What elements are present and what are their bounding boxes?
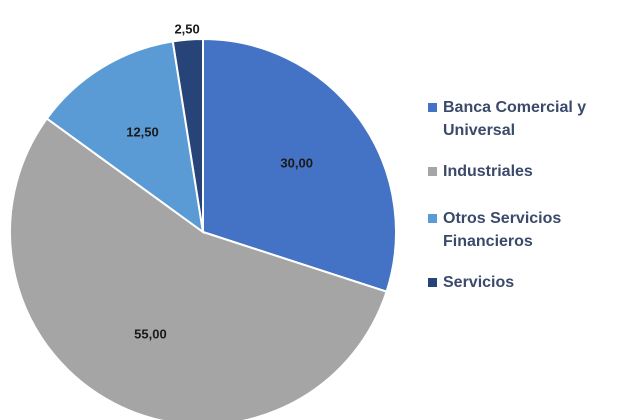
pie-slice: [45, 40, 205, 235]
legend-swatch: [428, 214, 437, 223]
legend-item: Servicios: [428, 271, 628, 294]
legend-label: Industriales: [443, 163, 533, 180]
chart: 30,00 55,00 12,50 2,50: [9, 21, 397, 420]
data-label: 12,50: [126, 125, 159, 140]
pie-slice: [171, 37, 204, 233]
legend-item: Industriales: [428, 160, 628, 183]
legend-swatch: [428, 278, 437, 287]
legend-label: Otros Servicios Financieros: [443, 210, 562, 250]
legend-swatch: [428, 103, 437, 112]
data-label: 2,50: [174, 21, 199, 36]
data-label: 55,00: [134, 327, 167, 342]
legend-item: Banca Comercial y Universal: [428, 96, 628, 142]
pie-slice: [202, 37, 397, 293]
legend-label: Servicios: [443, 274, 515, 291]
pie-slice: [9, 117, 388, 420]
data-label: 30,00: [280, 155, 313, 170]
legend-swatch: [428, 167, 437, 176]
legend-label: Banca Comercial y Universal: [443, 99, 587, 139]
legend: Banca Comercial y Universal Industriales O…: [428, 96, 628, 294]
legend-item: Otros Servicios Financieros: [428, 207, 628, 253]
